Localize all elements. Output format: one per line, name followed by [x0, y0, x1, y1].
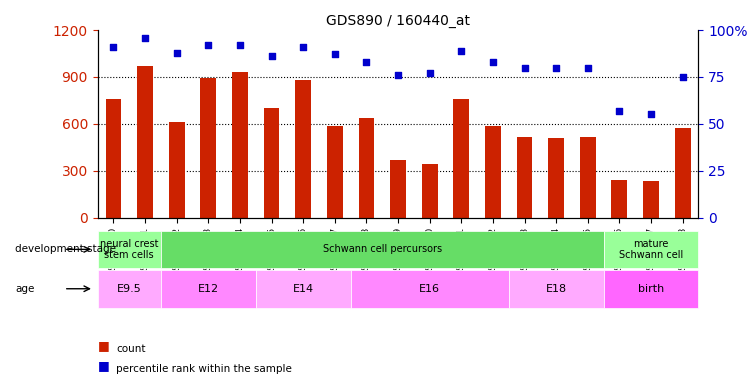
Point — [518, 64, 530, 70]
Point — [107, 44, 119, 50]
Bar — [232, 72, 248, 217]
Point — [645, 111, 657, 117]
Bar — [295, 80, 311, 218]
Bar — [580, 137, 596, 218]
Point — [139, 34, 151, 40]
Text: ■: ■ — [98, 359, 110, 372]
Text: birth: birth — [638, 284, 664, 294]
Text: E16: E16 — [419, 284, 440, 294]
Bar — [454, 99, 469, 218]
Bar — [390, 160, 406, 218]
Point — [266, 53, 278, 59]
Bar — [137, 66, 153, 218]
Point — [170, 50, 182, 55]
Bar — [643, 181, 659, 218]
Text: count: count — [116, 344, 146, 354]
Point — [550, 64, 562, 70]
Point — [677, 74, 689, 80]
Point — [424, 70, 436, 76]
Text: E9.5: E9.5 — [117, 284, 142, 294]
Point — [392, 72, 404, 78]
Text: development stage: development stage — [15, 244, 116, 254]
Point — [360, 59, 372, 65]
Point — [487, 59, 499, 65]
Point — [234, 42, 246, 48]
Text: age: age — [15, 284, 35, 294]
Bar — [358, 118, 374, 218]
Text: ■: ■ — [98, 339, 110, 352]
Bar — [106, 99, 122, 218]
Text: E12: E12 — [198, 284, 219, 294]
Text: mature
Schwann cell: mature Schwann cell — [619, 238, 683, 260]
Bar — [327, 126, 342, 218]
Bar — [201, 78, 216, 218]
Point — [614, 108, 626, 114]
Bar — [548, 138, 564, 218]
Bar — [169, 122, 185, 218]
Bar — [264, 108, 279, 218]
Bar — [485, 126, 501, 218]
Text: E18: E18 — [545, 284, 567, 294]
Bar — [611, 180, 627, 218]
Text: percentile rank within the sample: percentile rank within the sample — [116, 364, 292, 374]
Title: GDS890 / 160440_at: GDS890 / 160440_at — [326, 13, 470, 28]
Bar — [674, 128, 690, 218]
Text: Schwann cell percursors: Schwann cell percursors — [323, 244, 442, 254]
Text: neural crest
stem cells: neural crest stem cells — [100, 238, 158, 260]
Point — [582, 64, 594, 70]
Point — [455, 48, 467, 54]
Bar — [517, 137, 532, 218]
Bar — [422, 164, 438, 218]
Text: E14: E14 — [293, 284, 314, 294]
Point — [202, 42, 214, 48]
Point — [297, 44, 309, 50]
Point — [329, 51, 341, 57]
